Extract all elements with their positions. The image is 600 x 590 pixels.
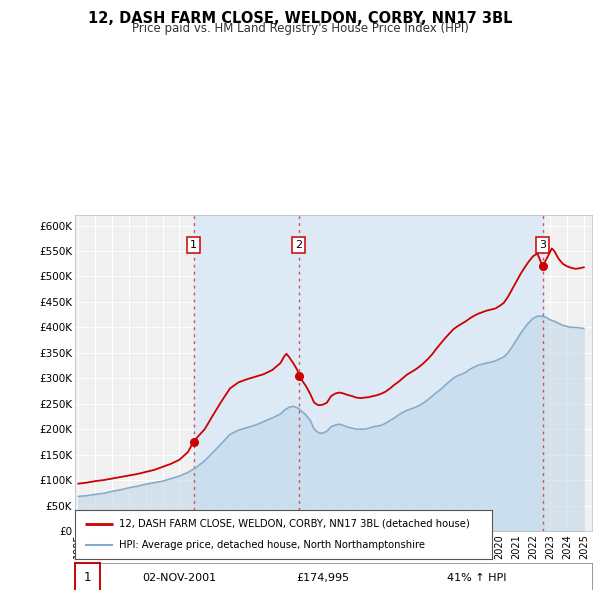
- Text: 41% ↑ HPI: 41% ↑ HPI: [448, 573, 507, 582]
- Text: 1: 1: [84, 571, 91, 584]
- Text: £174,995: £174,995: [296, 573, 350, 582]
- Bar: [194, 215, 299, 531]
- Text: 12, DASH FARM CLOSE, WELDON, CORBY, NN17 3BL: 12, DASH FARM CLOSE, WELDON, CORBY, NN17…: [88, 11, 512, 25]
- Text: 2: 2: [295, 240, 302, 250]
- Text: HPI: Average price, detached house, North Northamptonshire: HPI: Average price, detached house, Nort…: [119, 540, 425, 550]
- Text: 02-NOV-2001: 02-NOV-2001: [142, 573, 217, 582]
- Text: Price paid vs. HM Land Registry's House Price Index (HPI): Price paid vs. HM Land Registry's House …: [131, 22, 469, 35]
- Text: 1: 1: [190, 240, 197, 250]
- Text: 12, DASH FARM CLOSE, WELDON, CORBY, NN17 3BL (detached house): 12, DASH FARM CLOSE, WELDON, CORBY, NN17…: [119, 519, 470, 529]
- Bar: [299, 215, 542, 531]
- Text: 3: 3: [539, 240, 546, 250]
